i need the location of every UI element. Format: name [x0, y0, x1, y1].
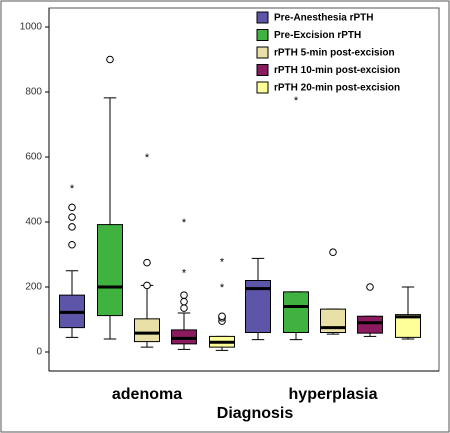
- outlier-point: [143, 281, 151, 290]
- y-tick-label: 800: [25, 87, 42, 98]
- outlier-point: [329, 248, 337, 257]
- outlier-point: [366, 283, 374, 291]
- extreme-point: *: [145, 152, 150, 164]
- x-tick-labels: adenoma hyperplasia: [112, 386, 378, 403]
- y-tick-label: 1000: [20, 22, 43, 33]
- legend: Pre-Anesthesia rPTH Pre-Excision rPTH rPTH…: [256, 11, 400, 94]
- legend-label: Pre-Excision rPTH: [274, 30, 361, 41]
- box-rect: [97, 224, 123, 317]
- box-4-1: [395, 286, 421, 340]
- box-3-0: **: [171, 217, 197, 350]
- y-tick-label: 200: [25, 282, 42, 293]
- outlier-point: [180, 297, 188, 306]
- extreme-point: *: [182, 217, 187, 229]
- box-rect: [283, 291, 309, 333]
- extreme-point: *: [294, 95, 299, 107]
- outlier-point: [68, 240, 76, 249]
- extreme-point: *: [220, 257, 225, 269]
- legend-swatch: [256, 64, 269, 76]
- legend-swatch: [256, 46, 269, 59]
- box-rect: [395, 314, 421, 338]
- legend-swatch: [256, 81, 269, 94]
- x-axis-title: Diagnosis: [217, 405, 294, 422]
- x-tick-label: hyperplasia: [289, 386, 378, 403]
- box-0-1: [245, 257, 271, 341]
- legend-label: rPTH 20-min post-excision: [274, 83, 400, 94]
- outlier-point: [180, 304, 188, 312]
- legend-label: rPTH 10-min post-excision: [274, 65, 400, 76]
- legend-label: Pre-Anesthesia rPTH: [274, 13, 373, 24]
- box-rect: [134, 318, 160, 343]
- box-4-0: **: [209, 257, 235, 351]
- outlier-point: [68, 203, 76, 212]
- box-2-1: [320, 248, 346, 335]
- y-tick-label: 600: [25, 152, 42, 163]
- outlier-point: [218, 312, 226, 321]
- outlier-point: [68, 213, 76, 221]
- extreme-point: *: [220, 282, 225, 294]
- outlier-point: [106, 55, 114, 64]
- box-1-0: [97, 55, 123, 340]
- box-0-0: *: [59, 183, 85, 338]
- box-rect: [357, 315, 383, 334]
- legend-swatch: [256, 29, 269, 41]
- extreme-point: *: [182, 267, 187, 279]
- box-2-0: *: [134, 152, 160, 348]
- outlier-point: [143, 258, 151, 267]
- x-tick-label: adenoma: [112, 386, 182, 403]
- outlier-point: [180, 291, 188, 299]
- box-1-1: *: [283, 95, 309, 341]
- boxes: *******: [59, 55, 421, 351]
- y-tick-label: 0: [36, 347, 42, 358]
- extreme-point: *: [70, 183, 75, 195]
- y-ticks: 0 200 400 600 800 1000: [20, 22, 49, 358]
- outlier-point: [68, 223, 76, 231]
- y-tick-label: 400: [25, 217, 42, 228]
- box-3-1: [357, 283, 383, 337]
- legend-swatch: [256, 11, 269, 24]
- legend-label: rPTH 5-min post-excision: [274, 48, 395, 59]
